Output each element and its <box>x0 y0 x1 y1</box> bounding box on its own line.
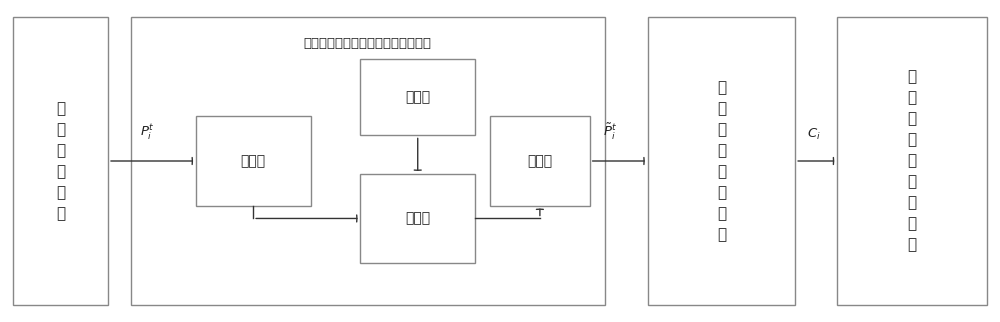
Text: $P_i^t$: $P_i^t$ <box>140 122 155 142</box>
Text: 电
源
组
合
优
化
模
块: 电 源 组 合 优 化 模 块 <box>717 80 726 242</box>
Text: 规则库: 规则库 <box>405 90 430 104</box>
Text: 不可控分布式电源输出功率预测模块: 不可控分布式电源输出功率预测模块 <box>304 36 432 50</box>
Bar <box>648 17 795 305</box>
Text: $\tilde{P}_i^t$: $\tilde{P}_i^t$ <box>603 122 617 142</box>
Text: 数
据
采
集
模
块: 数 据 采 集 模 块 <box>56 101 65 221</box>
Bar <box>360 59 475 136</box>
Bar <box>360 174 475 263</box>
Bar <box>13 17 108 305</box>
Bar <box>196 116 311 206</box>
Bar <box>490 116 590 206</box>
Bar <box>131 17 605 305</box>
Bar <box>837 17 987 305</box>
Text: 降型器: 降型器 <box>527 154 552 168</box>
Text: 虚
拟
发
电
厂
调
度
模
块: 虚 拟 发 电 厂 调 度 模 块 <box>907 70 916 252</box>
Text: 模糊器: 模糊器 <box>241 154 266 168</box>
Text: $C_i$: $C_i$ <box>807 127 821 142</box>
Text: 推理机: 推理机 <box>405 212 430 225</box>
